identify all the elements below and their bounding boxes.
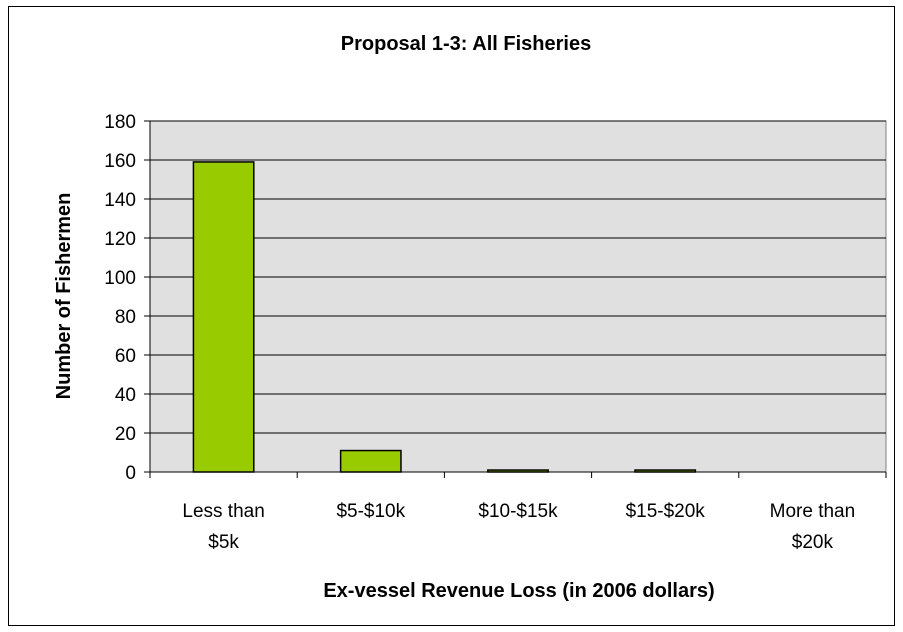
plot-area: 0 20 40 60 80 100 120 140 160 180 Less than $5k $5-$… [104,112,887,553]
x-tick-label: $5-$10k [336,501,405,522]
bar [634,469,697,473]
bar [192,161,255,473]
x-tick-label: More than [770,501,856,522]
chart-title: Proposal 1-3: All Fisheries [341,33,591,55]
x-axis-title: Ex-vessel Revenue Loss (in 2006 dollars) [323,580,714,602]
y-tick-label: 140 [104,190,136,211]
x-tick-label: $20k [792,532,834,553]
x-tick-label: $5k [208,532,239,553]
y-tick-label: 160 [104,151,136,172]
bar [339,449,402,473]
y-axis-title: Number of Fishermen [53,193,75,400]
y-tick-label: 180 [104,112,136,133]
bar [487,469,549,473]
y-tick-label: 120 [104,229,136,250]
y-tick-label: 20 [115,424,136,445]
x-tick-label: $15-$20k [626,501,706,522]
y-tick-label: 100 [104,268,136,289]
x-tick-label: $10-$15k [478,501,558,522]
y-tick-label: 60 [115,346,136,367]
y-tick-label: 80 [115,307,136,328]
x-tick-label: Less than [182,501,264,522]
y-tick-label: 40 [115,385,136,406]
plot-background [149,120,887,473]
y-tick-label: 0 [125,463,136,484]
